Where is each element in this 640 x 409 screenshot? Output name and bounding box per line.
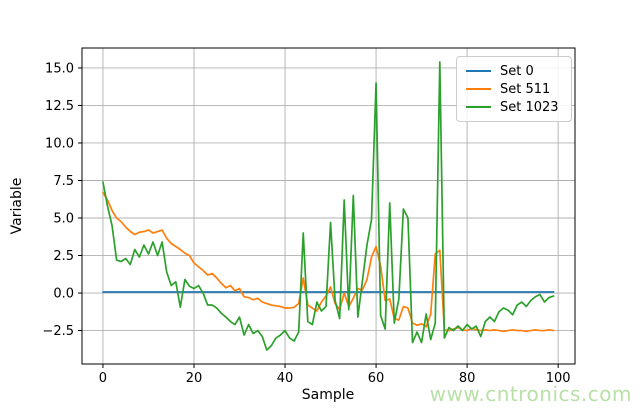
legend-label: Set 511	[500, 81, 551, 97]
x-tick-label: 60	[368, 371, 385, 386]
legend-line-swatch-blue	[466, 69, 491, 73]
y-tick-label: 0.0	[53, 287, 74, 302]
y-tick-label: 15.0	[45, 61, 74, 76]
legend-line-swatch-orange	[466, 87, 491, 91]
plot-border	[81, 47, 576, 365]
x-tick-label: 0	[99, 371, 107, 386]
legend-entry-set-0: Set 0	[466, 65, 563, 78]
watermark: www.cntronics.com	[429, 382, 632, 406]
y-tick-label: −2.5	[42, 324, 74, 339]
legend: Set 0 Set 511 Set 1023	[456, 56, 572, 122]
series-line-set-1023	[102, 61, 555, 351]
x-tick-label: 80	[459, 371, 476, 386]
x-tick-label: 100	[546, 371, 571, 386]
y-tick-label: 5.0	[53, 212, 74, 227]
y-tick-label: 12.5	[45, 99, 74, 114]
y-tick-label: 7.5	[53, 174, 74, 189]
legend-entry-set-1023: Set 1023	[466, 101, 563, 114]
legend-entry-set-511: Set 511	[466, 83, 563, 96]
legend-label: Set 1023	[500, 99, 559, 115]
y-tick-label: 2.5	[53, 249, 74, 264]
x-tick-label: 40	[277, 371, 294, 386]
x-tick-label: 20	[186, 371, 203, 386]
y-tick-label: 10.0	[45, 136, 74, 151]
y-axis-label: Variable	[9, 177, 25, 235]
x-axis-label: Sample	[301, 387, 355, 403]
legend-line-swatch-green	[466, 105, 491, 109]
legend-label: Set 0	[500, 63, 534, 79]
